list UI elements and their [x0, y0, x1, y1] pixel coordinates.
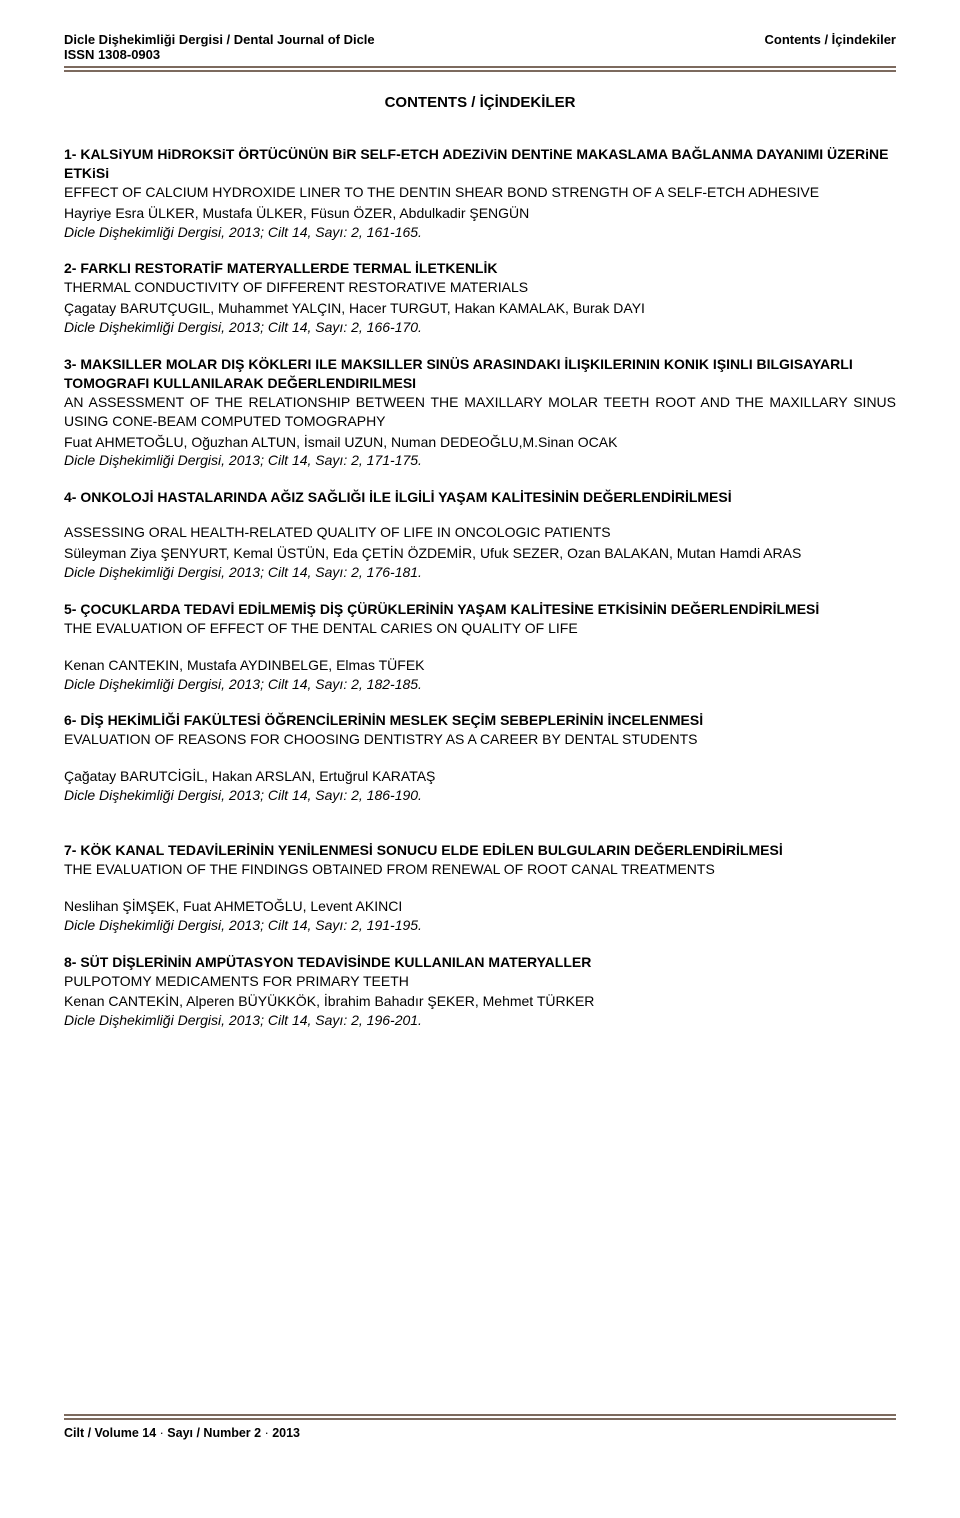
entry-authors: Kenan CANTEKİN, Alperen BÜYÜKKÖK, İbrahi…: [64, 992, 896, 1011]
entry-title-en: THE EVALUATION OF EFFECT OF THE DENTAL C…: [64, 619, 896, 638]
entry: 6- DİŞ HEKİMLİĞİ FAKÜLTESİ ÖĞRENCİLERİNİ…: [64, 711, 896, 805]
entry: 4- ONKOLOJİ HASTALARINDA AĞIZ SAĞLIĞI İL…: [64, 488, 896, 582]
entry-authors: Hayriye Esra ÜLKER, Mustafa ÜLKER, Füsun…: [64, 204, 896, 223]
entry-title-en: AN ASSESSMENT OF THE RELATIONSHIP BETWEE…: [64, 393, 896, 431]
entry-title-tr: 8- SÜT DİŞLERİNİN AMPÜTASYON TEDAVİSİNDE…: [64, 953, 896, 972]
page-footer: Cilt / Volume 14 · Sayı / Number 2 · 201…: [64, 1426, 896, 1440]
footer-issue: Sayı / Number 2: [167, 1426, 261, 1440]
issn-number: ISSN 1308-0903: [64, 47, 375, 62]
entry-authors: Süleyman Ziya ŞENYURT, Kemal ÜSTÜN, Eda …: [64, 544, 896, 563]
entries-list: 1- KALSiYUM HiDROKSiT ÖRTÜCÜNÜN BiR SELF…: [64, 145, 896, 1030]
entry-title-tr: 5- ÇOCUKLARDA TEDAVİ EDİLMEMİŞ DİŞ ÇÜRÜK…: [64, 600, 896, 619]
content-block: CONTENTS / İÇİNDEKİLER 1- KALSiYUM HiDRO…: [64, 94, 896, 1404]
entry-title-tr: 3- MAKSILLER MOLAR DIŞ KÖKLERI ILE MAKSI…: [64, 355, 896, 393]
journal-name: Dicle Dişhekimliği Dergisi / Dental Jour…: [64, 32, 375, 47]
entry-citation: Dicle Dişhekimliği Dergisi, 2013; Cilt 1…: [64, 563, 896, 582]
header-right: Contents / İçindekiler: [765, 32, 896, 47]
footer-volume: Cilt / Volume 14: [64, 1426, 156, 1440]
entry-title-en: THE EVALUATION OF THE FINDINGS OBTAINED …: [64, 860, 896, 879]
entry-authors: Neslihan ŞİMŞEK, Fuat AHMETOĞLU, Levent …: [64, 897, 896, 916]
entry: 7- KÖK KANAL TEDAVİLERİNİN YENİLENMESİ S…: [64, 841, 896, 935]
header-left: Dicle Dişhekimliği Dergisi / Dental Jour…: [64, 32, 375, 62]
entry-citation: Dicle Dişhekimliği Dergisi, 2013; Cilt 1…: [64, 318, 896, 337]
contents-label: Contents / İçindekiler: [765, 32, 896, 47]
entry-title-en: PULPOTOMY MEDICAMENTS FOR PRIMARY TEETH: [64, 972, 896, 991]
entry-citation: Dicle Dişhekimliği Dergisi, 2013; Cilt 1…: [64, 451, 896, 470]
header-rule: [64, 66, 896, 72]
entry-title-tr: 7- KÖK KANAL TEDAVİLERİNİN YENİLENMESİ S…: [64, 841, 896, 860]
entry: 2- FARKLI RESTORATİF MATERYALLERDE TERMA…: [64, 259, 896, 337]
entry-citation: Dicle Dişhekimliği Dergisi, 2013; Cilt 1…: [64, 786, 896, 805]
entry-citation: Dicle Dişhekimliği Dergisi, 2013; Cilt 1…: [64, 675, 896, 694]
entry-authors: Kenan CANTEKIN, Mustafa AYDINBELGE, Elma…: [64, 656, 896, 675]
entry-title-en: THERMAL CONDUCTIVITY OF DIFFERENT RESTOR…: [64, 278, 896, 297]
entry: 8- SÜT DİŞLERİNİN AMPÜTASYON TEDAVİSİNDE…: [64, 953, 896, 1031]
entry: 3- MAKSILLER MOLAR DIŞ KÖKLERI ILE MAKSI…: [64, 355, 896, 470]
entry-title-en: EFFECT OF CALCIUM HYDROXIDE LINER TO THE…: [64, 183, 896, 202]
entry-title-en: EVALUATION OF REASONS FOR CHOOSING DENTI…: [64, 730, 896, 749]
footer-year: 2013: [272, 1426, 300, 1440]
entry: 1- KALSiYUM HiDROKSiT ÖRTÜCÜNÜN BiR SELF…: [64, 145, 896, 241]
page-title: CONTENTS / İÇİNDEKİLER: [64, 94, 896, 111]
entry-authors: Çagatay BARUTÇUGIL, Muhammet YALÇIN, Hac…: [64, 299, 896, 318]
entry-citation: Dicle Dişhekimliği Dergisi, 2013; Cilt 1…: [64, 1011, 896, 1030]
entry-title-tr: 6- DİŞ HEKİMLİĞİ FAKÜLTESİ ÖĞRENCİLERİNİ…: [64, 711, 896, 730]
page-header: Dicle Dişhekimliği Dergisi / Dental Jour…: [64, 32, 896, 62]
entry-authors: Fuat AHMETOĞLU, Oğuzhan ALTUN, İsmail UZ…: [64, 433, 896, 452]
entry-title-tr: 4- ONKOLOJİ HASTALARINDA AĞIZ SAĞLIĞI İL…: [64, 488, 896, 507]
entry: 5- ÇOCUKLARDA TEDAVİ EDİLMEMİŞ DİŞ ÇÜRÜK…: [64, 600, 896, 694]
entry-title-tr: 1- KALSiYUM HiDROKSiT ÖRTÜCÜNÜN BiR SELF…: [64, 145, 896, 183]
entry-citation: Dicle Dişhekimliği Dergisi, 2013; Cilt 1…: [64, 916, 896, 935]
entry-title-en: ASSESSING ORAL HEALTH-RELATED QUALITY OF…: [64, 523, 896, 542]
entry-authors: Çağatay BARUTCİGİL, Hakan ARSLAN, Ertuğr…: [64, 767, 896, 786]
footer-rule: [64, 1414, 896, 1420]
entry-citation: Dicle Dişhekimliği Dergisi, 2013; Cilt 1…: [64, 223, 896, 242]
entry-title-tr: 2- FARKLI RESTORATİF MATERYALLERDE TERMA…: [64, 259, 896, 278]
